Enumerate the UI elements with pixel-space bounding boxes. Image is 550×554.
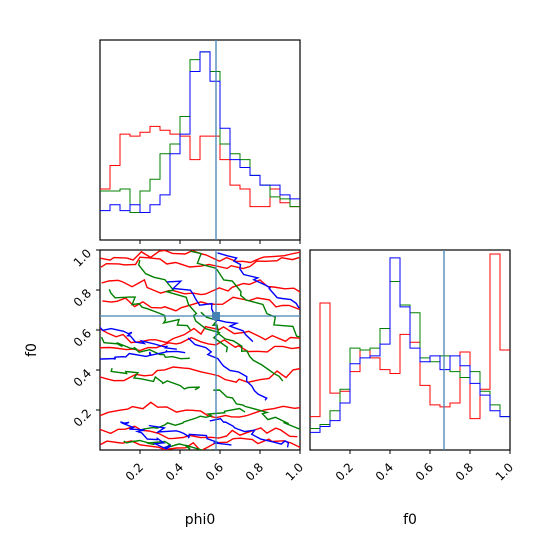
tick-label-phi0: 0.4 [163,460,186,483]
tick-label-f0-y: 0.6 [71,326,94,349]
truth-lines [100,40,445,450]
ylabel-f0: f0 [24,343,40,357]
tick-label-f0-x: 0.8 [453,460,476,483]
tick-label-phi0: 1.0 [283,460,306,483]
tick-label-f0-x: 0.2 [333,460,356,483]
contour-blue-0 [100,326,177,350]
contour-2d-phi0-f0 [100,250,300,450]
contour-green-8 [123,439,212,450]
contour-red-1 [100,256,300,270]
hist-phi0-blue-series [100,51,300,214]
contour-green-0 [108,289,191,331]
contour-blue-2 [217,252,300,309]
contour-green-7 [213,389,300,431]
axis-ticks: 0.2 0.4 0.6 0.8 1.0 0.2 0.4 0.6 0.8 1.0 0.2 0.4 0.6 0… [71,240,516,484]
tick-label-f0-x: 0.4 [373,460,396,483]
tick-label-phi0: 0.6 [203,460,226,483]
tick-label-f0-y: 0.2 [71,406,94,429]
contour-blue-3 [187,337,268,401]
contour-red-4 [100,325,300,344]
tick-label-f0-x: 0.6 [413,460,436,483]
contour-red-3 [102,296,300,312]
contour-green-6 [142,407,246,430]
xlabel-f0: f0 [403,512,417,528]
tick-label-f0-y: 1.0 [71,246,94,269]
xlabel-phi0: phi0 [185,512,216,528]
contour-red-7 [100,401,300,419]
hist-f0 [310,253,510,433]
contour-red-9 [100,437,300,450]
contour-blue-7 [120,421,172,450]
contour-blue-1 [166,280,254,343]
hist-phi0 [100,51,300,214]
contour-green-5 [110,368,200,391]
contour-blue-6 [209,417,290,448]
contour-green-3 [200,311,284,382]
top-left-axes-frame [99,39,301,241]
contour-green-1 [137,260,229,353]
truth-marker [212,312,220,320]
contour-green-2 [190,250,300,338]
contour-green-4 [100,336,190,360]
tick-label-f0-y: 0.4 [71,366,94,389]
tick-label-f0-x: 1.0 [493,460,516,483]
tick-label-f0-y: 0.8 [71,286,94,309]
hist-phi0-green-series [100,51,300,214]
tick-label-phi0: 0.2 [123,460,146,483]
hist-phi0-red-series [100,125,300,208]
contour-red-6 [100,366,300,384]
contour-red-8 [100,425,298,440]
contour-blue-4 [100,349,186,360]
tick-label-phi0: 0.8 [243,460,266,483]
hist-f0-blue-series [310,257,510,433]
contour-blue-5 [148,424,232,446]
